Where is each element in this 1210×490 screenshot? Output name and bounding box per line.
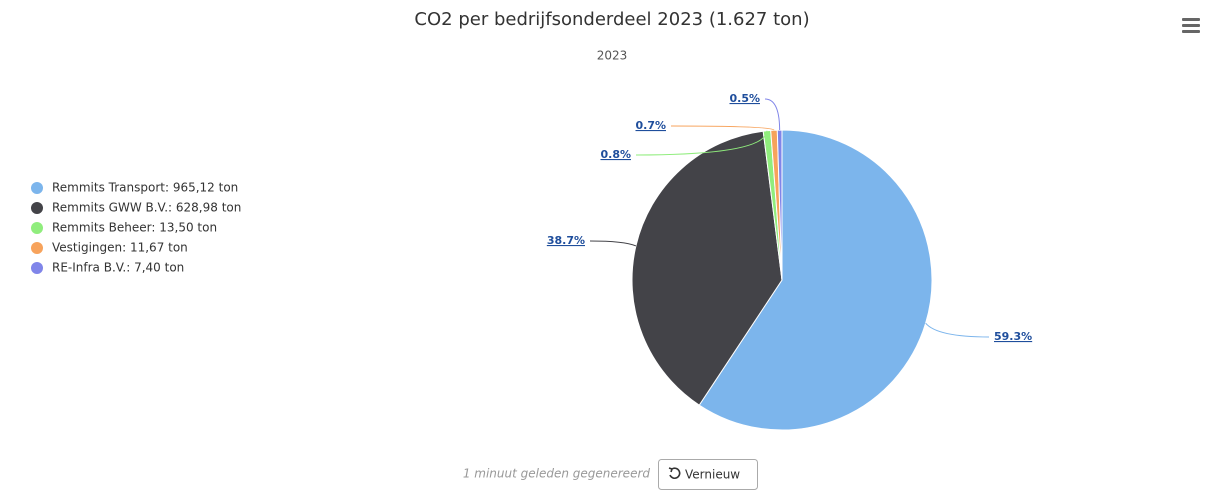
legend-label: RE-Infra B.V.: 7,40 ton — [52, 261, 184, 275]
legend-marker — [31, 262, 43, 274]
pie-slice — [698, 129, 933, 431]
status-text: 1 minuut geleden gegenereerd — [463, 467, 651, 481]
menu-bar — [1182, 24, 1200, 27]
legend-marker — [31, 182, 43, 194]
legend-label: Remmits GWW B.V.: 628,98 ton — [52, 201, 241, 215]
refresh-button[interactable]: Vernieuw — [658, 459, 758, 490]
legend-label: Remmits Beheer: 13,50 ton — [52, 221, 217, 235]
legend-marker — [31, 202, 43, 214]
connector — [670, 125, 775, 131]
chart-title: CO2 per bedrijfsonderdeel 2023 (1.627 to… — [414, 9, 809, 30]
legend-marker — [31, 222, 43, 234]
data-label: 0.5% — [729, 92, 760, 105]
menu-bar — [1182, 18, 1200, 21]
button-label: Vernieuw — [685, 468, 740, 482]
connector — [635, 130, 768, 156]
data-label: 0.8% — [600, 148, 631, 161]
connector — [589, 240, 637, 247]
data-label: 0.7% — [635, 119, 666, 132]
legend-label: Remmits Transport: 965,12 ton — [52, 181, 238, 195]
legend-marker — [31, 242, 43, 254]
chart-subtitle: 2023 — [597, 49, 628, 63]
connector — [925, 322, 990, 338]
legend-label: Vestigingen: 11,67 ton — [52, 241, 188, 255]
menu-button[interactable] — [1182, 18, 1200, 33]
data-label: 59.3% — [994, 330, 1032, 343]
refresh-icon — [668, 467, 681, 479]
data-label: 38.7% — [547, 234, 585, 247]
connector — [764, 98, 781, 131]
menu-bar — [1182, 30, 1200, 33]
